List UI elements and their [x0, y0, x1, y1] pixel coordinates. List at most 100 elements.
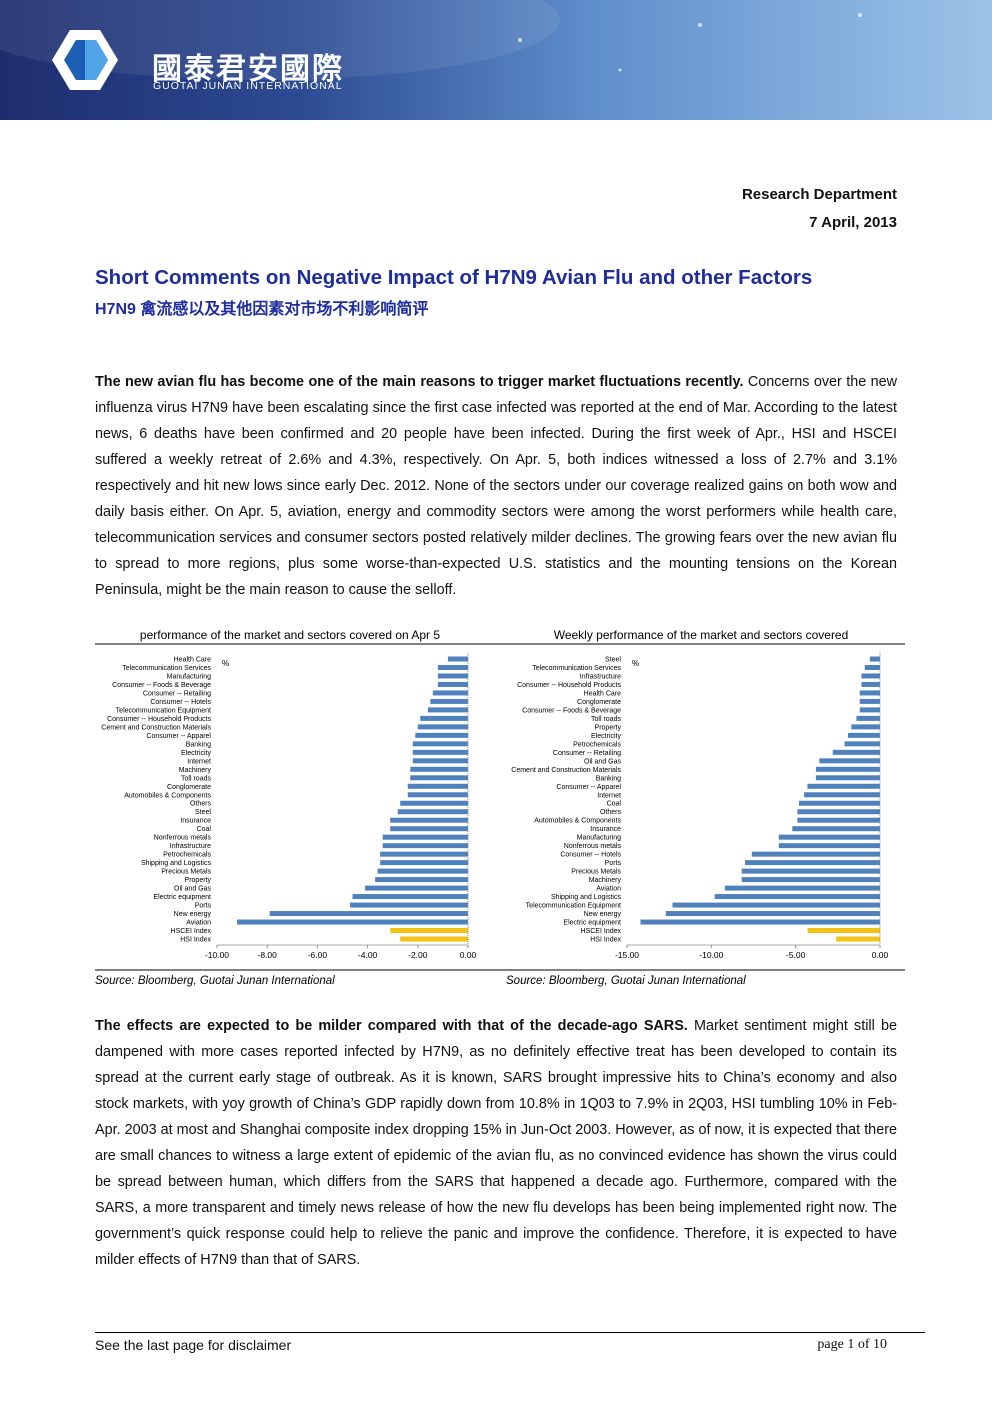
- category-label: Conglomerate: [577, 699, 621, 706]
- category-label: Consumer -- Household Products: [107, 716, 211, 723]
- category-label: Automobiles & Components: [534, 818, 621, 825]
- source: Source: Bloomberg, Guotai Junan Internat…: [95, 975, 335, 987]
- bar: [836, 936, 880, 942]
- title: Short Comments on Negative Impact of H7N…: [95, 266, 813, 289]
- bar: [390, 817, 468, 823]
- chart-title: performance of the market and sectors co…: [140, 628, 440, 642]
- x-tick-label: 0.00: [460, 950, 477, 960]
- category-label: New energy: [584, 911, 622, 918]
- category-label: Telecommunication Services: [532, 665, 621, 672]
- bar: [430, 698, 468, 704]
- category-label: Insurance: [180, 818, 211, 825]
- category-label: Nonferrous metals: [154, 835, 212, 842]
- category-label: Electricity: [591, 733, 621, 740]
- bar: [751, 851, 880, 857]
- x-tick-label: -5.00: [786, 950, 806, 960]
- bar: [815, 775, 880, 781]
- bar: [859, 707, 880, 713]
- category-label: Petrochemicals: [573, 741, 621, 748]
- company-en: GUOTAI JUNAN INTERNATIONAL: [153, 80, 343, 92]
- category-label: Banking: [186, 741, 211, 748]
- bar: [665, 911, 880, 917]
- footer-page: page 1 of 10: [817, 1337, 887, 1352]
- bar: [427, 707, 468, 713]
- bar: [847, 732, 880, 738]
- bar: [420, 715, 468, 721]
- paragraph-text: Market sentiment might still be dampened…: [95, 1018, 897, 1268]
- bar: [380, 851, 468, 857]
- bar: [407, 792, 468, 798]
- category-label: HSCEI Index: [171, 928, 212, 935]
- x-tick-label: -15.00: [615, 950, 639, 960]
- paragraph-lead: The effects are expected to be milder co…: [95, 1018, 688, 1034]
- bar: [741, 877, 880, 883]
- bar: [365, 885, 468, 891]
- bar: [432, 690, 468, 696]
- company-cn: 國泰君安國際: [152, 53, 344, 86]
- category-label: Shipping and Logistics: [551, 894, 622, 901]
- category-label: Steel: [195, 809, 211, 816]
- x-tick-label: -2.00: [408, 950, 428, 960]
- category-label: Consumer -- Hotels: [150, 699, 211, 706]
- bar: [804, 792, 880, 798]
- bar: [869, 656, 880, 662]
- category-label: Others: [190, 801, 212, 808]
- category-label: Telecommunication Equipment: [116, 707, 211, 714]
- bar: [380, 860, 468, 866]
- bar: [377, 868, 468, 874]
- category-label: Consumer -- Retailing: [553, 750, 621, 757]
- bar: [864, 664, 880, 670]
- bar: [792, 826, 880, 832]
- category-label: Internet: [187, 758, 211, 765]
- footer-disclaimer: See the last page for disclaimer: [95, 1337, 292, 1353]
- bar: [390, 826, 468, 832]
- category-label: Consumer -- Retailing: [143, 690, 211, 697]
- category-label: Machinery: [589, 877, 622, 884]
- bar: [859, 690, 880, 696]
- category-label: Insurance: [590, 826, 621, 833]
- category-label: Steel: [605, 657, 621, 664]
- bar: [832, 749, 880, 755]
- category-label: Electricity: [181, 750, 211, 757]
- paragraph: The new avian flu has become one of the …: [95, 369, 897, 603]
- category-label: Infrastructure: [170, 843, 211, 850]
- category-label: Oil and Gas: [584, 758, 621, 765]
- bar: [352, 894, 468, 900]
- bar: [799, 800, 880, 806]
- bar: [724, 885, 880, 891]
- category-label: New energy: [174, 911, 212, 918]
- category-label: Property: [595, 724, 622, 731]
- bar: [859, 698, 880, 704]
- bar: [412, 741, 468, 747]
- category-label: Precious Metals: [571, 869, 621, 876]
- x-tick-label: -6.00: [308, 950, 328, 960]
- bar: [237, 919, 468, 925]
- footer-rule: [95, 1332, 925, 1333]
- bar: [807, 783, 880, 789]
- bar: [447, 656, 468, 662]
- category-label: Manufacturing: [577, 835, 621, 842]
- date: 7 April, 2013: [809, 214, 897, 231]
- bar: [397, 809, 468, 815]
- paragraph-text: Concerns over the new influenza virus H7…: [95, 374, 897, 598]
- category-label: Machinery: [179, 767, 212, 774]
- bar: [382, 834, 468, 840]
- category-label: Telecommunication Services: [122, 665, 211, 672]
- category-label: Nonferrous metals: [564, 843, 622, 850]
- bar: [437, 664, 468, 670]
- header-art: [0, 0, 862, 90]
- chart-title: Weekly performance of the market and sec…: [554, 628, 849, 642]
- category-label: Consumer -- Apparel: [146, 733, 211, 740]
- category-label: Property: [185, 877, 212, 884]
- bar: [417, 724, 468, 730]
- bar: [851, 724, 880, 730]
- category-label: Health Care: [174, 657, 211, 664]
- category-label: Internet: [597, 792, 621, 799]
- category-label: Petrochemicals: [163, 852, 211, 859]
- bar: [400, 936, 468, 942]
- x-tick-label: -8.00: [258, 950, 278, 960]
- category-label: Oil and Gas: [174, 886, 211, 893]
- category-label: Aviation: [186, 920, 211, 927]
- bar: [437, 673, 468, 679]
